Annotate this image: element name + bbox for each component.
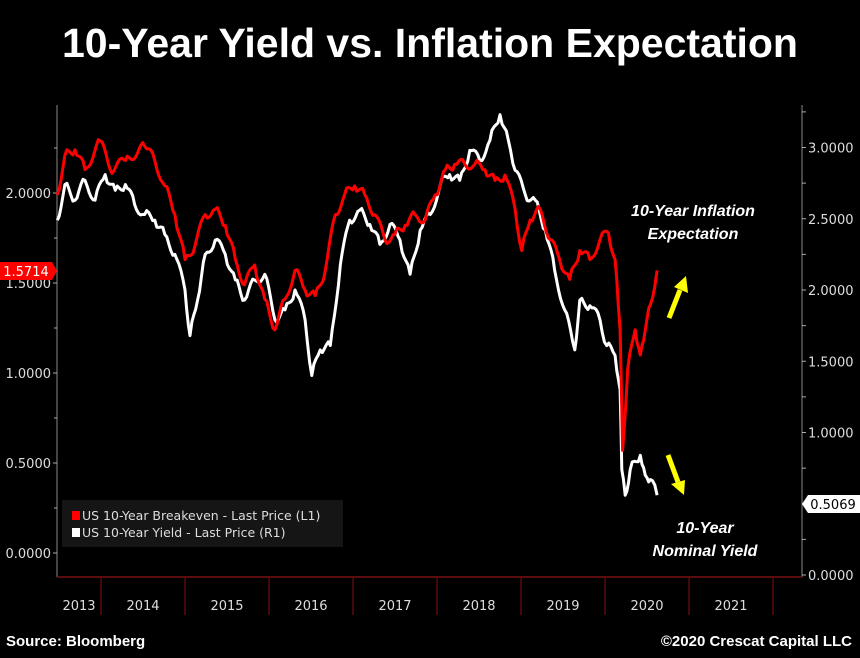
legend-box [62, 500, 343, 547]
chart-title: 10-Year Yield vs. Inflation Expectation [62, 20, 798, 66]
right-axis-tick-label: 2.5000 [808, 213, 854, 228]
legend: US 10-Year Breakeven - Last Price (L1) U… [62, 500, 343, 547]
left-axis-tick-label: 1.5000 [6, 277, 52, 292]
right-axis-tick-label: 1.0000 [808, 427, 854, 442]
legend-label-breakeven: US 10-Year Breakeven - Last Price (L1) [82, 508, 320, 523]
copyright-label: ©2020 Crescat Capital LLC [660, 633, 852, 650]
left-axis-tick-label: 0.0000 [6, 547, 52, 562]
series-lines [55, 113, 659, 497]
right-axis-tick-label: 0.0000 [808, 569, 854, 584]
arrow-down-icon [665, 454, 685, 495]
right-axis-tick-label: 2.0000 [808, 284, 854, 299]
x-axis-tick-label: 2017 [378, 599, 411, 614]
left-axis-tick-label: 1.0000 [6, 367, 52, 382]
last-value-left-tag: 1.5714 [0, 262, 57, 280]
right-axis-tick-label: 3.0000 [808, 142, 854, 157]
series-line-yield [55, 113, 659, 497]
annotation-inflation-line2: Expectation [648, 226, 739, 243]
annotations: 10-Year Inflation Expectation 10-Year No… [631, 203, 759, 560]
source-label: Source: Bloomberg [6, 633, 146, 650]
x-axis-tick-label: 2013 [62, 599, 95, 614]
annotation-nominal-line1: 10-Year [676, 520, 734, 537]
annotation-nominal-line2: Nominal Yield [653, 543, 759, 560]
left-axis-tick-label: 2.0000 [6, 187, 52, 202]
series-line-breakeven [55, 138, 659, 452]
last-value-left: 1.5714 [3, 265, 49, 280]
legend-label-yield: US 10-Year Yield - Last Price (R1) [82, 525, 286, 540]
legend-swatch-breakeven [72, 511, 80, 520]
annotation-inflation-line1: 10-Year Inflation [631, 203, 755, 220]
x-axis-tick-label: 2021 [714, 599, 747, 614]
x-axis-tick-label: 2019 [546, 599, 579, 614]
last-value-right: 0.5069 [810, 498, 856, 513]
x-axis-tick-label: 2015 [210, 599, 243, 614]
arrow-up-icon [666, 276, 688, 319]
x-axis-tick-label: 2018 [462, 599, 495, 614]
axes: 0.0000 0.5000 1.0000 1.5000 2.0000 0.0000 1.00… [6, 105, 854, 615]
last-value-right-tag: 0.5069 [802, 495, 860, 513]
legend-swatch-yield [72, 528, 80, 537]
x-axis-tick-label: 2016 [294, 599, 327, 614]
x-axis-tick-label: 2020 [630, 599, 663, 614]
x-axis-tick-label: 2014 [126, 599, 159, 614]
right-axis-tick-label: 1.5000 [808, 355, 854, 370]
left-axis-tick-label: 0.5000 [6, 457, 52, 472]
